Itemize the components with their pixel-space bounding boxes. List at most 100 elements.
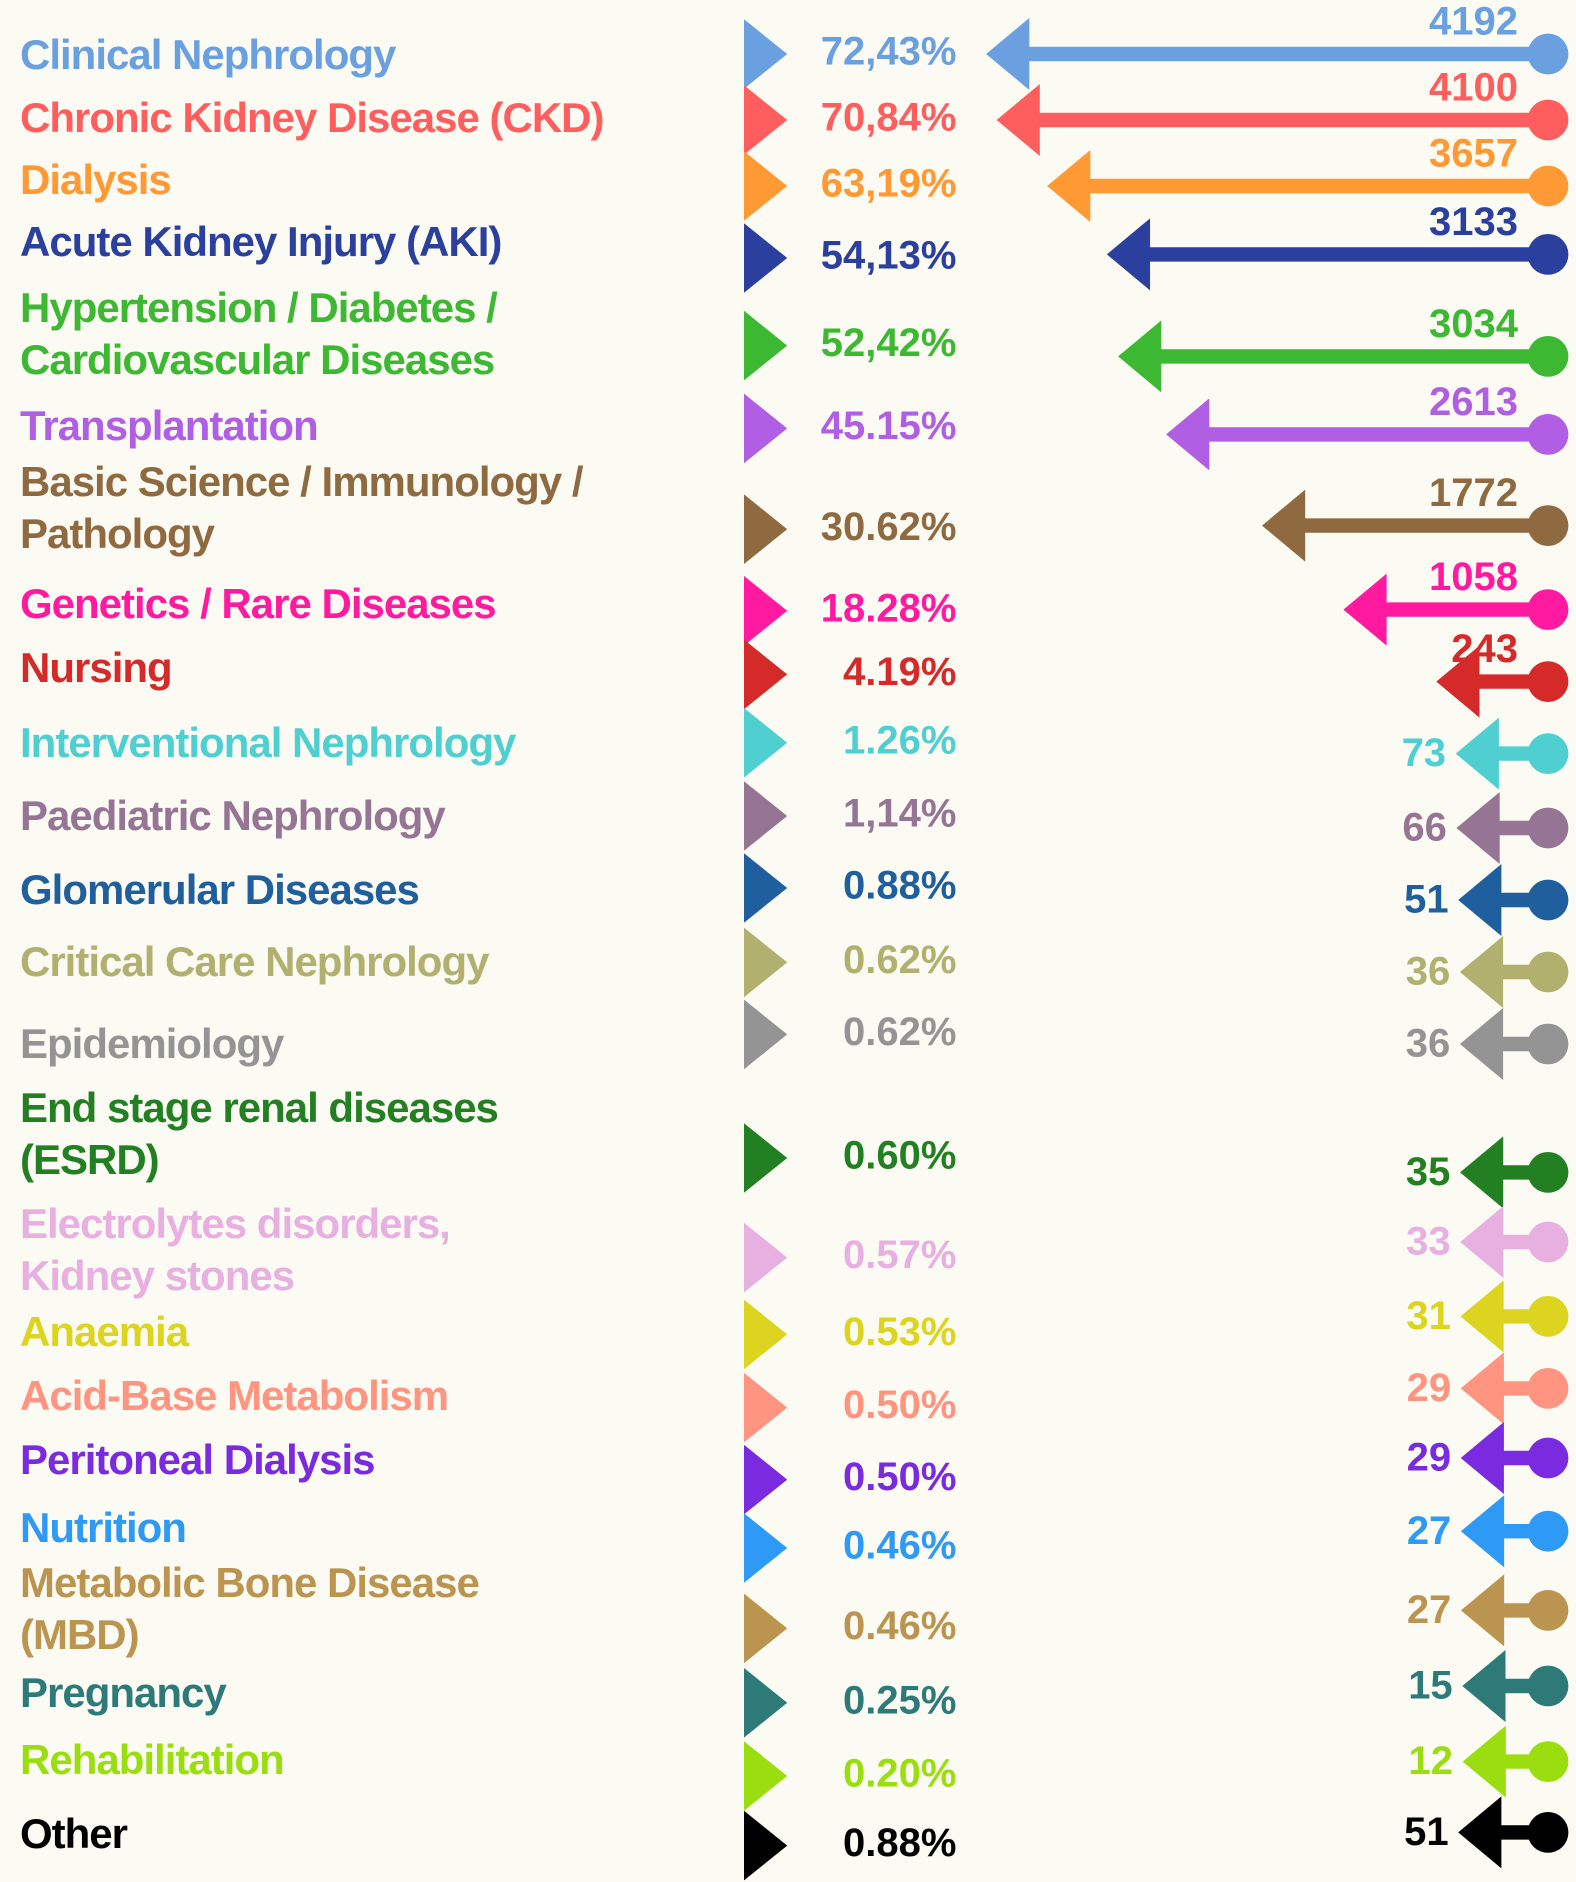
percent-label: 0.62% xyxy=(843,1010,956,1054)
percent-marker xyxy=(744,85,788,155)
percent-marker xyxy=(744,310,788,381)
percent-label: 0.46% xyxy=(843,1604,956,1648)
percent-label: 18.28% xyxy=(821,586,957,630)
percent-marker xyxy=(744,853,788,923)
count-label: 1058 xyxy=(1429,555,1518,599)
arrow-head xyxy=(1462,1650,1506,1722)
category-label: Basic Science / Immunology / Pathology xyxy=(20,457,584,557)
arrow-head xyxy=(1460,1422,1504,1494)
count-label: 36 xyxy=(1406,1022,1451,1066)
arrow-origin xyxy=(1527,1590,1569,1631)
percent-label: 0.46% xyxy=(843,1524,956,1568)
percent-label: 0.25% xyxy=(843,1678,956,1722)
arrow-origin xyxy=(1527,1152,1569,1193)
category-label: Hypertension / Diabetes / Cardiovascular… xyxy=(20,283,498,383)
percent-label: 72,43% xyxy=(821,30,957,74)
category-label: Critical Care Nephrology xyxy=(20,938,489,986)
count-label: 3034 xyxy=(1429,302,1519,346)
arrow-head xyxy=(1343,573,1387,646)
arrow-origin xyxy=(1527,336,1569,377)
arrow-head xyxy=(1458,864,1502,936)
percent-marker xyxy=(744,781,788,851)
category-label: Acid-Base Metabolism xyxy=(20,1371,449,1419)
percent-label: 0.50% xyxy=(843,1383,956,1427)
percent-marker xyxy=(744,708,788,778)
percent-label: 0.20% xyxy=(843,1752,956,1796)
arrow-origin xyxy=(1527,879,1569,921)
arrow-origin xyxy=(1527,99,1569,141)
percent-marker xyxy=(744,1222,788,1293)
percent-marker xyxy=(744,1741,788,1811)
percent-label: 45.15% xyxy=(821,404,957,448)
arrow-origin xyxy=(1527,1023,1569,1065)
arrow-head xyxy=(1455,717,1499,790)
category-label: Glomerular Diseases xyxy=(20,866,420,914)
arrow-head xyxy=(1460,1574,1505,1647)
percent-label: 30.62% xyxy=(821,505,957,549)
category-label: Transplantation xyxy=(20,402,319,449)
percent-label: 70,84% xyxy=(821,96,957,140)
arrow-origin xyxy=(1527,1812,1569,1853)
category-label: Clinical Nephrology xyxy=(20,31,396,79)
arrow-origin xyxy=(1527,33,1569,75)
percent-marker xyxy=(744,1372,788,1443)
count-label: 66 xyxy=(1402,806,1447,850)
count-label: 2613 xyxy=(1429,380,1518,424)
category-label: Chronic Kidney Disease (CKD) xyxy=(20,93,604,141)
percent-marker xyxy=(744,223,788,293)
category-label: Other xyxy=(20,1809,128,1857)
arrow-head xyxy=(1261,489,1306,562)
arrow-origin xyxy=(1527,234,1569,275)
arrow-head xyxy=(1460,1352,1504,1425)
percent-marker xyxy=(744,639,788,710)
arrow-head xyxy=(1460,1280,1504,1353)
category-label: Nursing xyxy=(20,644,173,692)
arrow-head xyxy=(1047,150,1091,222)
arrow-head xyxy=(1460,1136,1504,1209)
count-label: 4192 xyxy=(1429,0,1518,44)
count-label: 243 xyxy=(1451,627,1518,671)
count-label: 51 xyxy=(1404,878,1449,922)
arrow-head xyxy=(1106,218,1151,291)
arrow-origin xyxy=(1527,1437,1569,1479)
percent-label: 0.57% xyxy=(843,1233,956,1277)
percent-marker xyxy=(744,1299,788,1370)
percent-label: 0.88% xyxy=(843,1821,956,1865)
arrow-origin xyxy=(1527,733,1569,774)
category-label: Peritoneal Dialysis xyxy=(20,1436,376,1484)
percent-marker xyxy=(744,393,788,464)
arrow-head xyxy=(1459,1008,1504,1080)
arrow-origin xyxy=(1527,1368,1569,1409)
category-label: Electrolytes disorders, Kidney stones xyxy=(20,1200,451,1300)
count-label: 27 xyxy=(1407,1509,1452,1553)
count-label: 51 xyxy=(1404,1810,1449,1854)
arrow-head xyxy=(1456,792,1500,864)
category-label: Dialysis xyxy=(20,156,172,203)
percent-label: 1,14% xyxy=(843,792,956,836)
percent-marker xyxy=(744,494,788,564)
arrow-origin xyxy=(1527,1665,1569,1707)
count-label: 35 xyxy=(1406,1150,1451,1194)
arrow-head xyxy=(1436,645,1480,718)
percent-marker xyxy=(744,1810,788,1881)
category-label: Genetics / Rare Diseases xyxy=(20,579,497,627)
percent-label: 0.88% xyxy=(843,864,956,908)
count-label: 29 xyxy=(1407,1366,1452,1410)
arrow-origin xyxy=(1527,807,1569,849)
arrow-origin xyxy=(1527,661,1569,702)
percent-marker xyxy=(744,1668,788,1738)
arrow-origin xyxy=(1527,414,1569,455)
arrow-head xyxy=(1118,320,1162,393)
percent-label: 1.26% xyxy=(843,718,956,762)
category-label: Acute Kidney Injury (AKI) xyxy=(20,218,502,266)
percent-marker xyxy=(744,1123,788,1193)
count-label: 31 xyxy=(1406,1294,1451,1338)
arrow-origin xyxy=(1527,589,1569,630)
percent-marker xyxy=(744,151,788,221)
percent-label: 0.60% xyxy=(843,1134,956,1178)
count-label: 27 xyxy=(1407,1588,1452,1632)
category-label: Epidemiology xyxy=(20,1020,284,1067)
count-label: 73 xyxy=(1402,731,1447,775)
count-label: 15 xyxy=(1408,1664,1453,1708)
